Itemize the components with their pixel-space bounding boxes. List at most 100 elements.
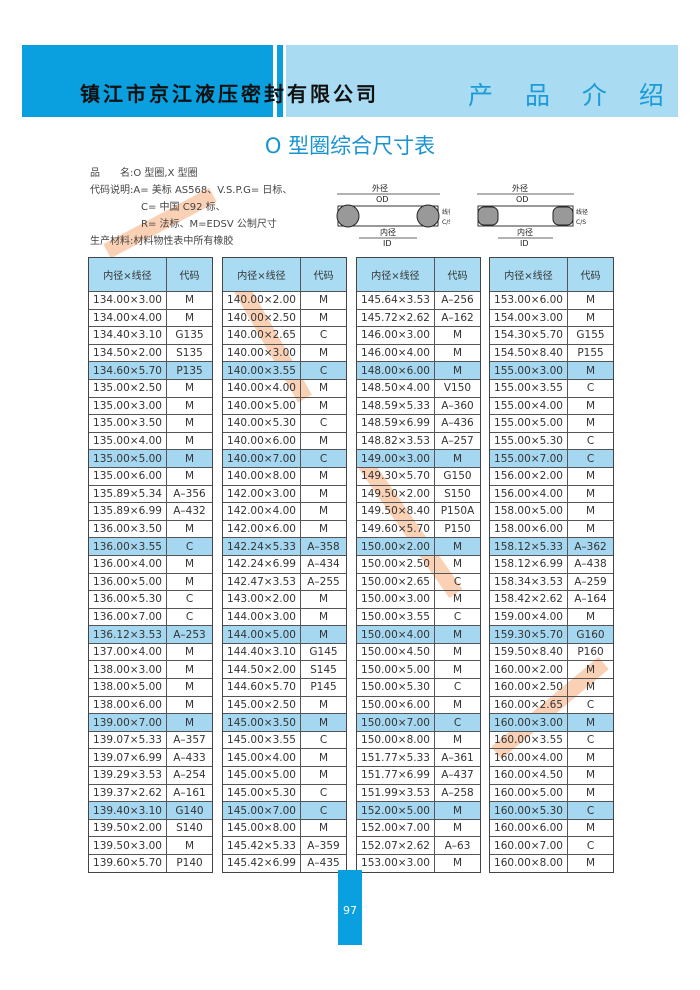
size-cell: 155.00×5.30 [490,432,568,450]
size-cell: 158.34×3.53 [490,573,568,591]
size-cell: 151.77×6.99 [357,767,435,784]
code-cell: M [585,716,596,729]
size-cell: 153.00×6.00 [490,292,568,309]
table-row: 138.00×3.00 M [89,660,212,679]
header-code: 代码 [179,271,200,282]
table-row: 144.00×5.00 M [223,625,346,643]
size-cell: 148.82×3.53 [357,432,435,450]
code-cell: M [318,487,329,500]
size-cell: 139.60×5.70 [89,855,167,872]
code-cell: P140 [176,857,203,870]
size-cell: 159.50×8.40 [490,643,568,661]
svg-text:ID: ID [520,239,529,248]
size-cell: 150.00×2.00 [357,538,435,555]
table-row: 134.00×4.00 M [89,308,212,327]
size-cell: 156.00×2.00 [490,467,568,485]
code-cell: A–434 [307,558,340,571]
table-row: 140.00×8.00 M [223,466,346,485]
size-cell: 140.00×4.00 [223,379,301,397]
size-cell: 146.00×3.00 [357,327,435,344]
table-row: 134.60×5.70 P135 [89,361,212,379]
code-cell: M [452,698,463,711]
code-cell: A–256 [441,294,474,307]
table-row: 148.59×5.33 A–360 [357,396,480,415]
size-cell: 148.00×6.00 [357,362,435,379]
size-table: 内径×线径 代码 134.00×3.00 M 134.00×4.00 M 134.40×3.… [88,257,213,873]
svg-text:内径: 内径 [380,227,396,237]
table-row: 160.00×2.00 M [490,660,613,679]
code-cell: M [318,628,329,641]
size-cell: 160.00×2.00 [490,661,568,679]
table-row: 140.00×6.00 M [223,431,346,450]
code-cell: M [318,822,329,835]
table-row: 160.00×2.65 C [490,695,613,714]
code-cell: M [184,311,195,324]
code-cell: C [453,716,462,729]
table-row: 140.00×2.00 M [223,291,346,309]
code-cell: C [319,417,328,430]
code-cell: G140 [175,804,204,817]
size-cell: 138.00×5.00 [89,679,167,696]
size-cell: 158.00×6.00 [490,520,568,538]
table-row: 134.00×3.00 M [89,291,212,309]
code-cell: M [585,487,596,500]
size-cell: 151.99×3.53 [357,784,435,802]
code-cell: M [318,716,329,729]
code-legend-1: 代码说明:A= 美标 AS568、V.S.P.G= 日标、 [90,185,293,196]
code-cell: A–164 [574,593,607,606]
code-cell: M [318,593,329,606]
table-row: 139.07×5.33 A–357 [89,730,212,749]
table-row: 150.00×2.00 M [357,537,480,555]
code-cell: M [585,505,596,518]
table-row: 158.12×5.33 A–362 [490,537,613,555]
table-row: 145.00×3.50 M [223,713,346,731]
table-row: 139.07×6.99 A–433 [89,748,212,767]
table-row: 140.00×3.55 C [223,361,346,379]
size-cell: 149.30×5.70 [357,467,435,485]
size-cell: 149.50×8.40 [357,503,435,520]
size-cell: 136.00×5.30 [89,591,167,608]
size-cell: 155.00×5.00 [490,415,568,432]
table-row: 140.00×2.65 C [223,326,346,344]
size-cell: 134.60×5.70 [89,362,167,379]
code-cell: A–359 [307,839,340,852]
header-code: 代码 [580,271,601,282]
code-cell: M [318,470,329,483]
code-legend-2: C= 中国 C92 标、 [141,202,226,213]
code-cell: M [452,857,463,870]
table-row: 140.00×4.00 M [223,378,346,397]
table-row: 144.50×2.00 S145 [223,660,346,679]
code-cell: C [453,575,462,588]
table-row: 139.50×3.00 M [89,836,212,854]
table-row: 145.00×3.55 C [223,730,346,749]
size-cell: 160.00×3.55 [490,731,568,749]
table-row: 139.00×7.00 M [89,713,212,731]
code-cell: M [184,681,195,694]
size-cell: 150.00×5.30 [357,679,435,696]
table-row: 150.00×4.50 M [357,642,480,661]
header-size: 内径×线径 [223,258,301,291]
size-cell: 146.00×4.00 [357,344,435,362]
table-row: 135.00×3.50 M [89,414,212,432]
table-row: 139.40×3.10 G140 [89,801,212,819]
size-cell: 139.37×2.62 [89,784,167,802]
header-size: 内径×线径 [357,258,435,291]
code-cell: C [586,734,595,747]
code-cell: A–360 [441,399,474,412]
code-cell: M [184,523,195,536]
code-cell: C [185,610,194,623]
code-cell: M [184,646,195,659]
code-cell: S145 [310,663,337,676]
table-row: 139.50×2.00 S140 [89,818,212,837]
code-legend-3: R= 法标、M=EDSV 公制尺寸 [141,219,277,230]
size-cell: 158.12×6.99 [490,555,568,573]
size-cell: 135.89×6.99 [89,503,167,520]
code-cell: M [318,505,329,518]
code-cell: M [585,857,596,870]
table-row: 140.00×7.00 C [223,449,346,467]
table-row: 153.00×3.00 M [357,854,480,872]
material: 生产材料:材料物性表中所有橡胶 [90,236,234,247]
table-row: 140.00×2.50 M [223,308,346,327]
code-cell: C [185,540,194,553]
table-row: 136.00×3.50 M [89,519,212,538]
